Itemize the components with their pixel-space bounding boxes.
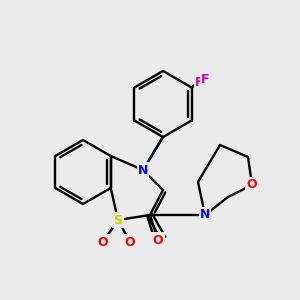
Text: O: O [153, 233, 163, 247]
Text: O: O [98, 236, 108, 248]
Text: N: N [138, 164, 148, 176]
Text: S: S [113, 214, 122, 226]
Text: O: O [247, 178, 257, 191]
Text: F: F [201, 73, 210, 86]
Text: N: N [200, 208, 210, 221]
Text: O: O [125, 236, 135, 248]
Text: F: F [195, 76, 204, 89]
